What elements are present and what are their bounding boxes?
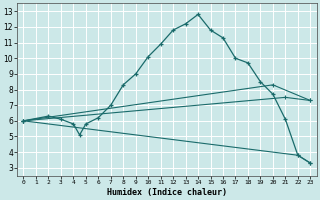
X-axis label: Humidex (Indice chaleur): Humidex (Indice chaleur)	[107, 188, 227, 197]
